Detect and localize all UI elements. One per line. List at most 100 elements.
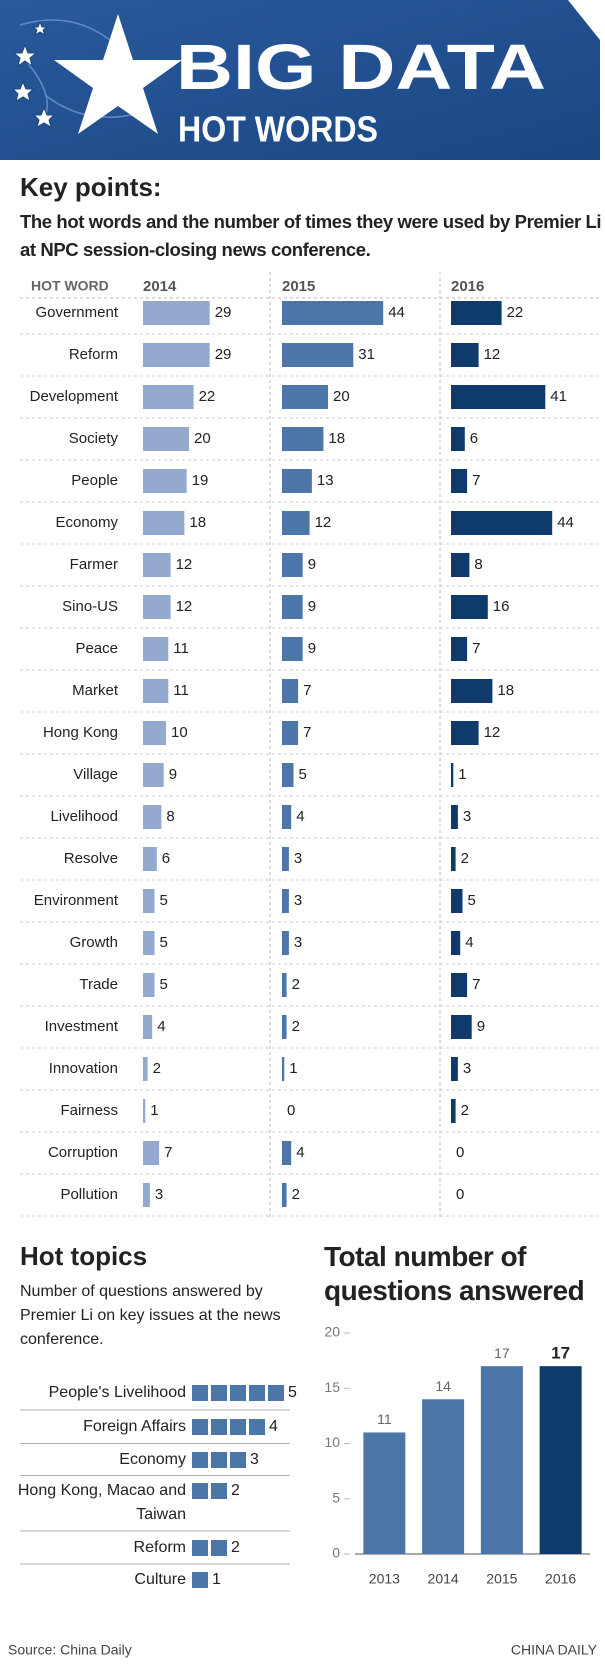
value-label: 44	[388, 304, 405, 321]
value-label: 2	[292, 1018, 300, 1035]
value-label: 5	[160, 976, 168, 993]
value-label: 12	[176, 598, 193, 615]
value-label: 7	[472, 472, 480, 489]
value-label: 3	[463, 808, 471, 825]
hot-word: Corruption	[48, 1144, 118, 1161]
bar	[282, 637, 303, 661]
bar	[451, 1099, 456, 1123]
hot-word: Reform	[69, 346, 118, 363]
bar	[451, 385, 546, 409]
icon	[211, 1385, 227, 1401]
hot-word: Environment	[34, 892, 119, 909]
value-label: 16	[493, 598, 510, 615]
x-tick-label: 2013	[369, 1571, 400, 1587]
bar	[282, 469, 312, 493]
bar	[282, 1057, 285, 1081]
hot-word: Economy	[55, 514, 118, 531]
icon	[192, 1540, 208, 1556]
bar	[143, 763, 164, 787]
bar	[451, 679, 493, 703]
topic-label: People's Livelihood	[48, 1384, 186, 1401]
value-label: 12	[484, 724, 501, 741]
bar	[143, 385, 194, 409]
value-label: 12	[176, 556, 193, 573]
section-title: Hot topics	[20, 1241, 147, 1271]
value-label: 9	[308, 640, 316, 657]
hot-word: Sino-US	[62, 598, 118, 615]
value-label: 3	[155, 1186, 163, 1203]
bar	[143, 301, 210, 325]
bar	[451, 805, 458, 829]
hot-word: Peace	[75, 640, 118, 657]
value-label: 7	[303, 724, 311, 741]
value-label: 9	[308, 556, 316, 573]
brand: CHINA DAILY	[511, 1642, 598, 1658]
value-label: 12	[484, 346, 501, 363]
bar	[282, 343, 354, 367]
bar	[451, 931, 461, 955]
icon-bar	[192, 1452, 246, 1468]
value-label: 0	[456, 1144, 464, 1161]
banner-title: BIG DATA	[176, 31, 546, 103]
y-tick-label: 0	[332, 1545, 340, 1561]
bar	[143, 427, 189, 451]
value-label: 11	[173, 640, 189, 657]
icon	[249, 1385, 265, 1401]
icon-bar	[192, 1419, 265, 1435]
section-title: Total number of questions answered	[324, 1241, 585, 1306]
bar	[143, 637, 169, 661]
bar	[451, 973, 468, 997]
value-label: 13	[317, 472, 334, 489]
bar	[143, 469, 187, 493]
bar	[282, 889, 289, 913]
value-label: 4	[269, 1418, 278, 1435]
value-label: 41	[550, 388, 567, 405]
topic-label: Culture	[134, 1571, 186, 1588]
bar	[451, 511, 553, 535]
topic-label: Hong Kong, Macao and Taiwan	[17, 1482, 186, 1523]
icon-bar	[192, 1385, 284, 1401]
bar	[451, 847, 456, 871]
value-label: 9	[308, 598, 316, 615]
hot-word: Village	[73, 766, 118, 783]
hot-word: Hong Kong	[43, 724, 118, 741]
bar	[451, 721, 479, 745]
value-label: 19	[192, 472, 209, 489]
icon	[192, 1419, 208, 1435]
value-label: 18	[328, 430, 345, 447]
bar	[282, 721, 299, 745]
bar	[282, 973, 287, 997]
big-star	[54, 14, 182, 134]
bar	[451, 301, 502, 325]
value-label: 18	[497, 682, 514, 699]
value-label: 11	[377, 1411, 392, 1427]
value-label: 22	[199, 388, 216, 405]
bar	[451, 763, 454, 787]
value-label: 5	[160, 934, 168, 951]
value-label: 17	[551, 1344, 570, 1363]
icon	[211, 1540, 227, 1556]
icon	[211, 1419, 227, 1435]
bar	[143, 973, 155, 997]
bar	[143, 931, 155, 955]
icon	[192, 1483, 208, 1499]
value-label: 5	[299, 766, 307, 783]
bar	[282, 931, 289, 955]
small-stars	[11, 20, 56, 129]
bar	[480, 1366, 523, 1554]
value-label: 4	[465, 934, 473, 951]
y-tick-label: 15	[324, 1379, 340, 1395]
bar	[282, 511, 310, 535]
topic-label: Economy	[119, 1451, 186, 1468]
value-label: 17	[494, 1345, 510, 1361]
value-label: 2	[231, 1539, 240, 1556]
value-label: 2	[461, 1102, 469, 1119]
value-label: 4	[296, 808, 304, 825]
section-description: Number of questions answered by Premier …	[20, 1283, 281, 1348]
value-label: 12	[315, 514, 332, 531]
column-header: HOT WORD	[31, 278, 109, 294]
bar	[143, 721, 166, 745]
icon	[230, 1452, 246, 1468]
value-label: 6	[162, 850, 170, 867]
bar	[143, 1057, 148, 1081]
